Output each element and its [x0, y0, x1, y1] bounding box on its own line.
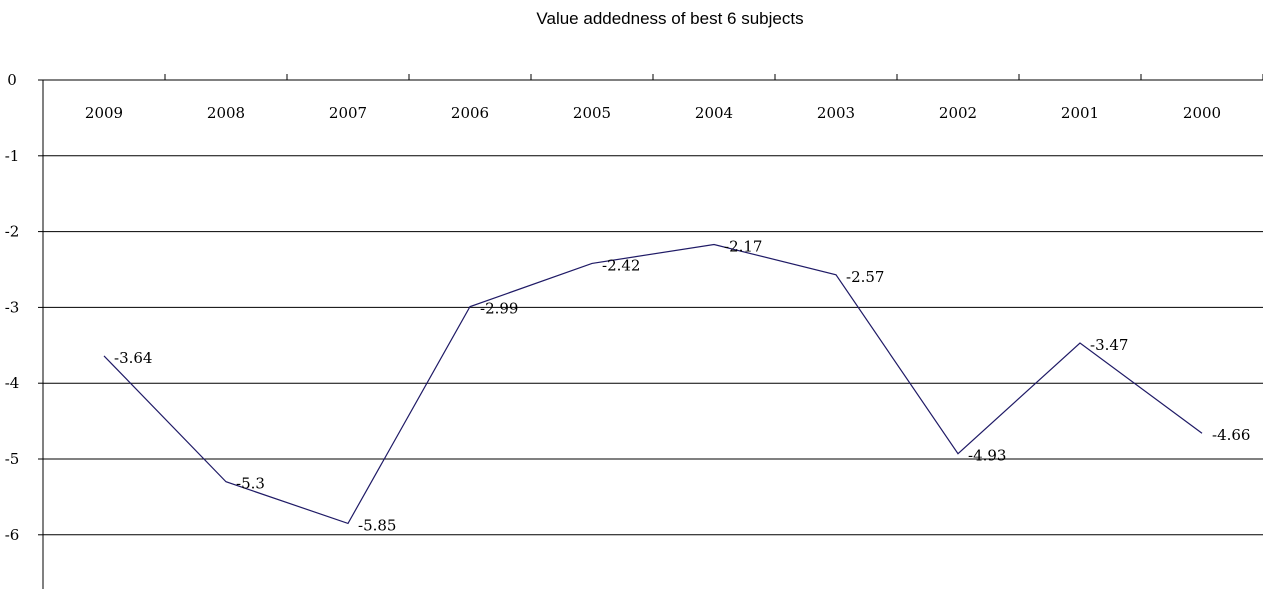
- data-label: -2.57: [846, 268, 884, 286]
- x-tick-label: 2003: [817, 104, 855, 122]
- chart-title: Value addedness of best 6 subjects: [536, 9, 803, 28]
- data-label: -2.17: [724, 237, 762, 255]
- data-label: -2.99: [480, 300, 518, 318]
- data-label: -3.64: [114, 349, 152, 367]
- x-tick-label: 2009: [85, 104, 123, 122]
- x-tick-label: 2004: [695, 104, 733, 122]
- y-tick-label: -3: [5, 298, 20, 316]
- x-tick-label: 2002: [939, 104, 977, 122]
- data-label: -5.85: [358, 516, 396, 534]
- series-line: [103, 243, 1203, 525]
- x-tick-label: 2006: [451, 104, 489, 122]
- y-tick-label: -5: [5, 450, 20, 468]
- data-label: -2.42: [602, 256, 640, 274]
- y-tick-label: -4: [5, 374, 20, 392]
- y-tick-label: 0: [7, 71, 17, 89]
- data-label: -3.47: [1090, 336, 1128, 354]
- y-tick-label: -6: [5, 526, 20, 544]
- data-labels: -3.64 -5.3 -5.85 -2.99 -2.42 -2.17 -2.57 -4.93 -…: [114, 237, 1250, 534]
- x-tick-label: 2008: [207, 104, 245, 122]
- y-tick-label: -2: [5, 223, 20, 241]
- data-label: -5.3: [236, 475, 265, 493]
- axes: 0 -1 -2 -3 -4 -5 -6 2009 2008 2007 2006 2005 2004 200…: [5, 71, 1263, 589]
- x-tick-label: 2005: [573, 104, 611, 122]
- y-tick-label: -1: [5, 147, 20, 165]
- x-tick-label: 2000: [1183, 104, 1221, 122]
- series: [103, 243, 1203, 525]
- gridlines: [43, 79, 1263, 536]
- x-tick-label: 2001: [1061, 104, 1099, 122]
- data-label: -4.66: [1212, 426, 1250, 444]
- x-tick-label: 2007: [329, 104, 367, 122]
- data-label: -4.93: [968, 447, 1006, 465]
